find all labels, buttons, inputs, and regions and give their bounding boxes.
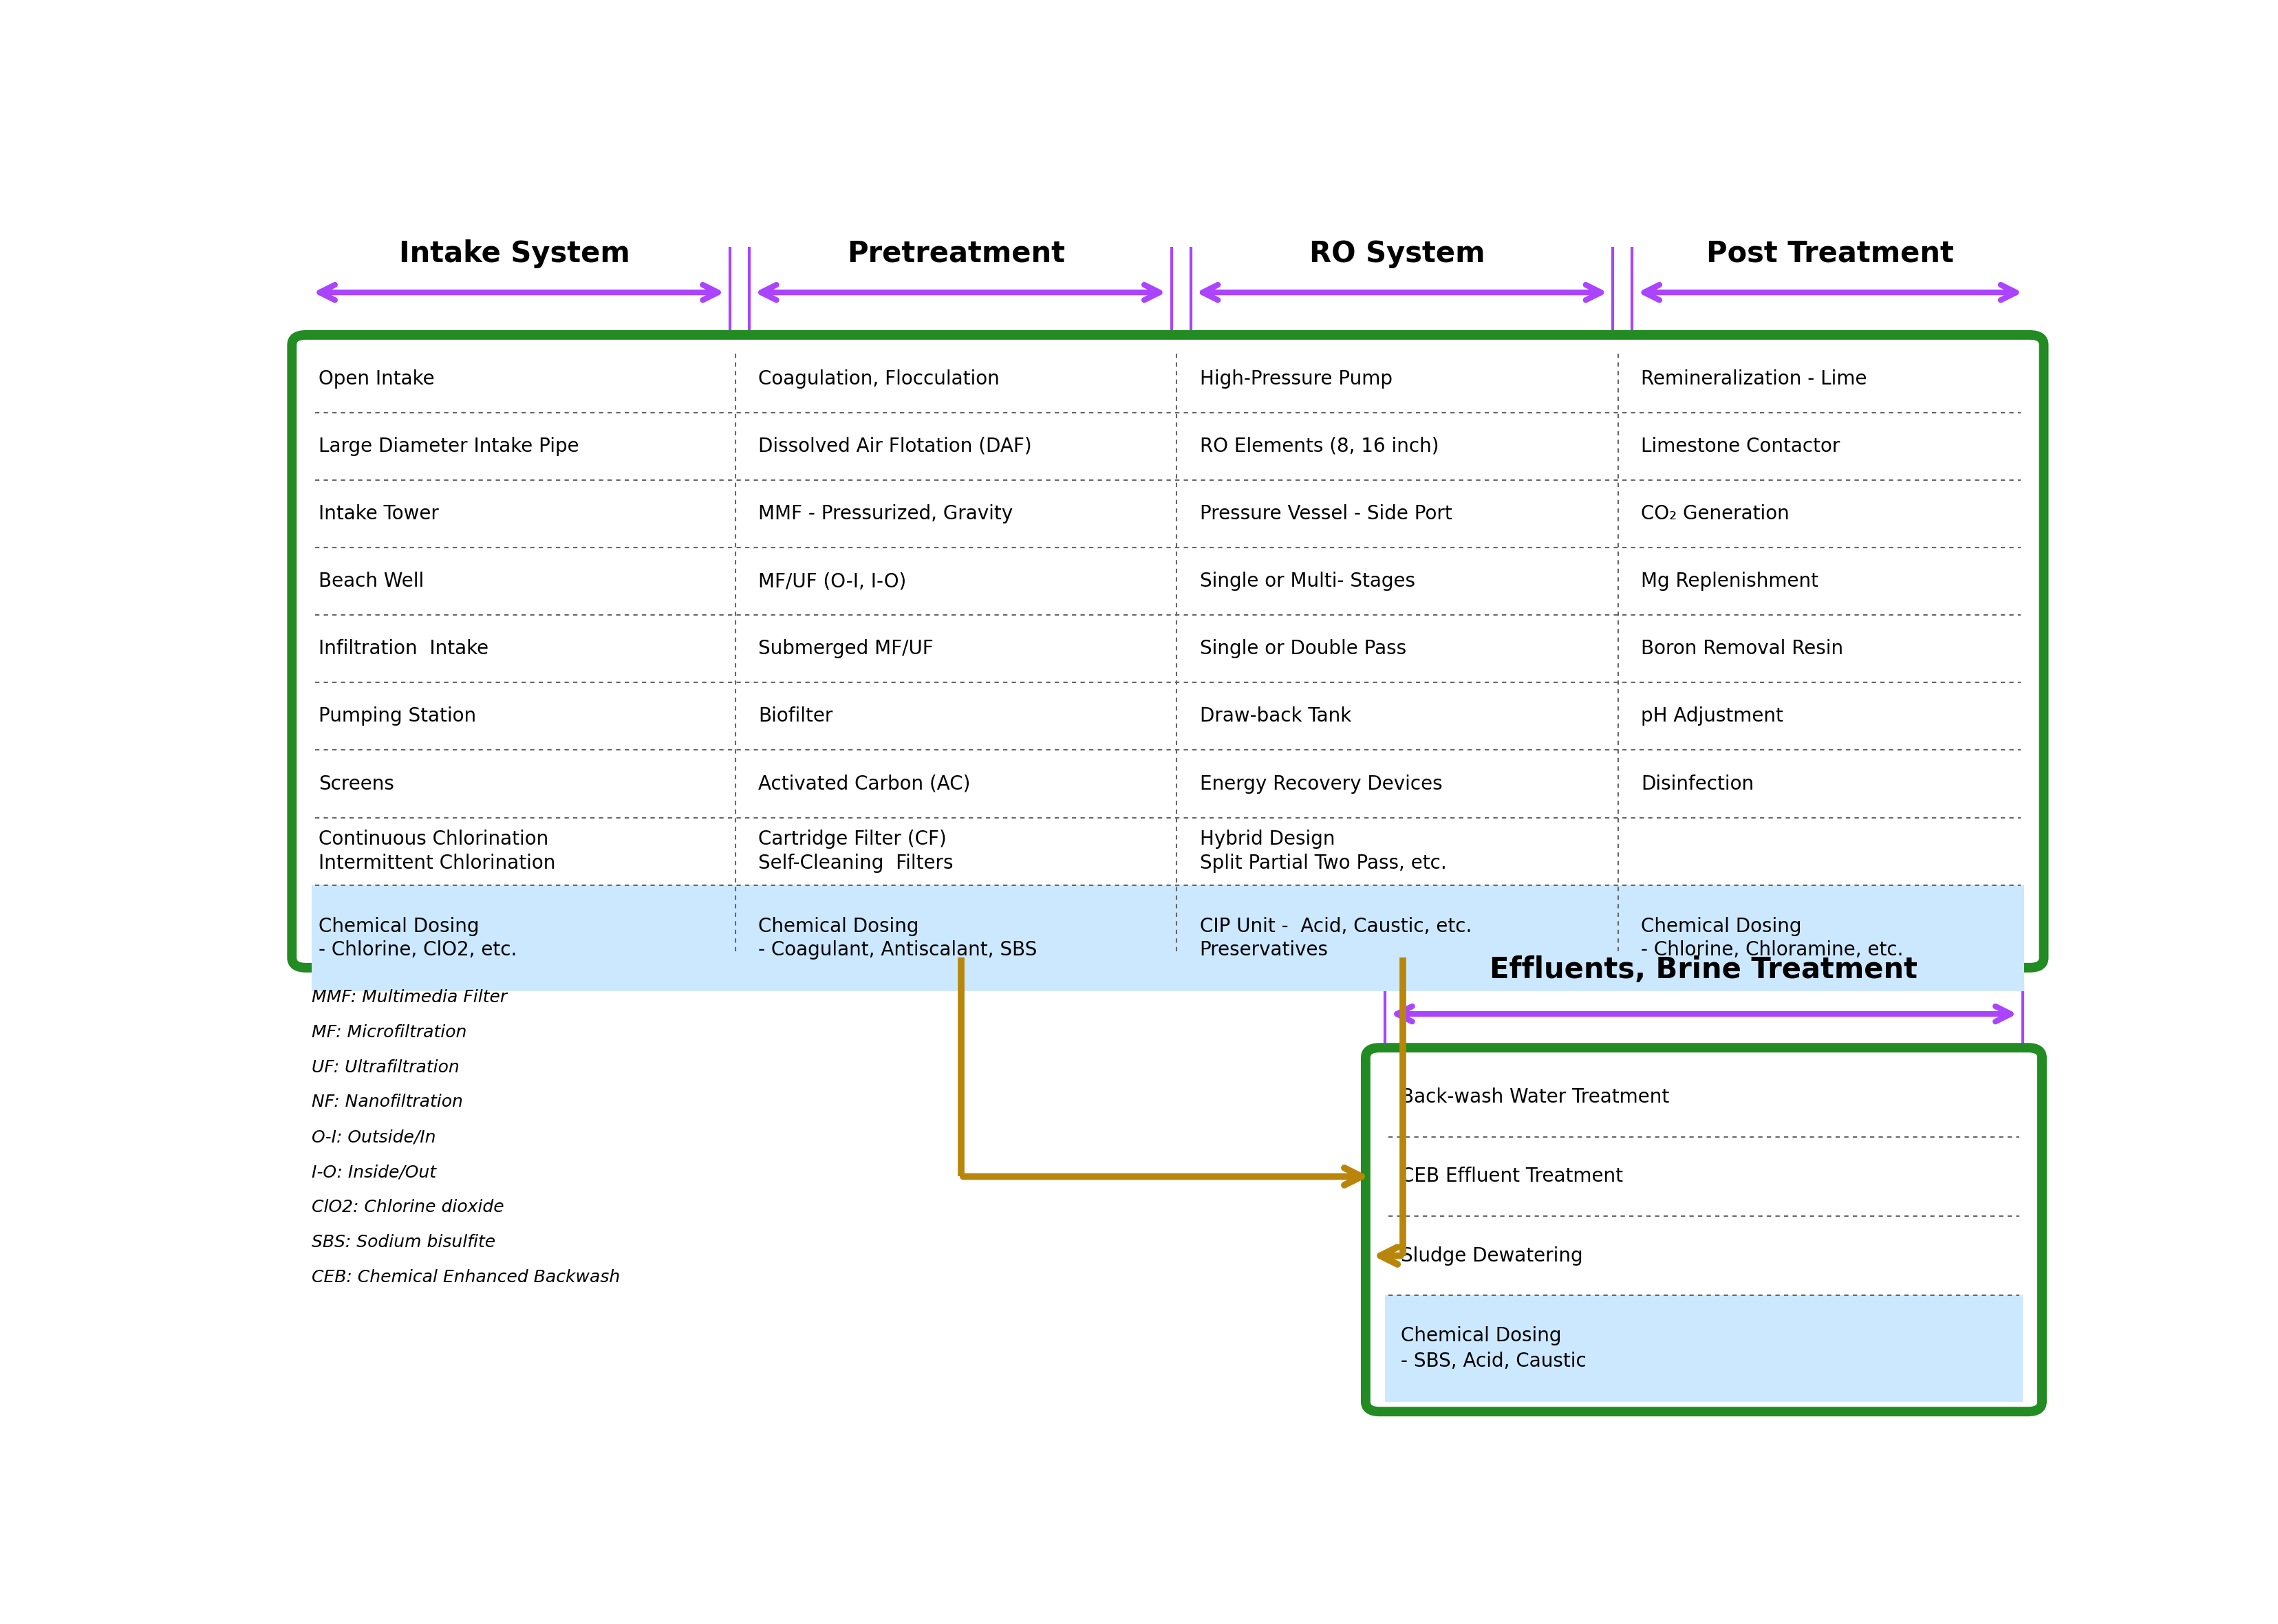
- Text: MMF: Multimedia Filter: MMF: Multimedia Filter: [312, 989, 506, 1005]
- Text: CEB Effluent Treatment: CEB Effluent Treatment: [1401, 1168, 1622, 1186]
- Bar: [1385, 1296, 2023, 1402]
- Text: Continuous Chlorination
Intermittent Chlorination: Continuous Chlorination Intermittent Chl…: [319, 830, 556, 874]
- Text: Activated Carbon (AC): Activated Carbon (AC): [759, 775, 970, 794]
- Text: Draw-back Tank: Draw-back Tank: [1198, 706, 1351, 726]
- Bar: [1385, 1137, 2023, 1216]
- Text: High-Pressure Pump: High-Pressure Pump: [1198, 369, 1392, 388]
- Text: ClO2: Chlorine dioxide: ClO2: Chlorine dioxide: [312, 1199, 503, 1215]
- Text: Dissolved Air Flotation (DAF): Dissolved Air Flotation (DAF): [759, 437, 1032, 456]
- Bar: [312, 885, 2023, 991]
- Bar: [312, 682, 2023, 750]
- Bar: [312, 817, 2023, 885]
- Text: CO₂ Generation: CO₂ Generation: [1640, 503, 1788, 523]
- Text: CEB: Chemical Enhanced Backwash: CEB: Chemical Enhanced Backwash: [312, 1268, 620, 1286]
- Text: Intake System: Intake System: [399, 239, 629, 268]
- Text: Remineralization - Lime: Remineralization - Lime: [1640, 369, 1866, 388]
- Text: Disinfection: Disinfection: [1640, 775, 1754, 794]
- Text: Biofilter: Biofilter: [759, 706, 831, 726]
- Bar: [312, 412, 2023, 481]
- Text: Chemical Dosing
- SBS, Acid, Caustic: Chemical Dosing - SBS, Acid, Caustic: [1401, 1327, 1585, 1371]
- Text: Effluents, Brine Treatment: Effluents, Brine Treatment: [1490, 957, 1918, 984]
- Bar: [312, 344, 2023, 412]
- Text: Limestone Contactor: Limestone Contactor: [1640, 437, 1841, 456]
- Text: Single or Double Pass: Single or Double Pass: [1198, 640, 1406, 658]
- Text: Chemical Dosing
- Coagulant, Antiscalant, SBS: Chemical Dosing - Coagulant, Antiscalant…: [759, 918, 1036, 960]
- Text: Pumping Station: Pumping Station: [319, 706, 476, 726]
- Text: Single or Multi- Stages: Single or Multi- Stages: [1198, 572, 1415, 591]
- Text: Cartridge Filter (CF)
Self-Cleaning  Filters: Cartridge Filter (CF) Self-Cleaning Filt…: [759, 830, 952, 874]
- Bar: [312, 615, 2023, 682]
- Text: RO Elements (8, 16 inch): RO Elements (8, 16 inch): [1198, 437, 1437, 456]
- Bar: [312, 481, 2023, 547]
- Text: Beach Well: Beach Well: [319, 572, 424, 591]
- Text: MF/UF (O-I, I-O): MF/UF (O-I, I-O): [759, 572, 907, 591]
- Text: pH Adjustment: pH Adjustment: [1640, 706, 1784, 726]
- Text: Infiltration  Intake: Infiltration Intake: [319, 640, 487, 658]
- Text: MMF - Pressurized, Gravity: MMF - Pressurized, Gravity: [759, 503, 1011, 523]
- Text: Coagulation, Flocculation: Coagulation, Flocculation: [759, 369, 1000, 388]
- Text: Hybrid Design
Split Partial Two Pass, etc.: Hybrid Design Split Partial Two Pass, et…: [1198, 830, 1447, 874]
- Text: Sludge Dewatering: Sludge Dewatering: [1401, 1246, 1583, 1265]
- Text: Energy Recovery Devices: Energy Recovery Devices: [1198, 775, 1442, 794]
- Text: Open Intake: Open Intake: [319, 369, 435, 388]
- FancyBboxPatch shape: [1365, 1047, 2041, 1411]
- Bar: [312, 547, 2023, 615]
- Text: RO System: RO System: [1310, 239, 1485, 268]
- Bar: [1385, 1216, 2023, 1296]
- Text: Intake Tower: Intake Tower: [319, 503, 440, 523]
- Text: Submerged MF/UF: Submerged MF/UF: [759, 640, 934, 658]
- FancyBboxPatch shape: [292, 335, 2043, 968]
- Text: NF: Nanofiltration: NF: Nanofiltration: [312, 1095, 462, 1111]
- Text: Pressure Vessel - Side Port: Pressure Vessel - Side Port: [1198, 503, 1451, 523]
- Text: Pretreatment: Pretreatment: [847, 239, 1064, 268]
- Text: I-O: Inside/Out: I-O: Inside/Out: [312, 1164, 435, 1181]
- Text: Chemical Dosing
- Chlorine, ClO2, etc.: Chemical Dosing - Chlorine, ClO2, etc.: [319, 918, 517, 960]
- Text: CIP Unit -  Acid, Caustic, etc.
Preservatives: CIP Unit - Acid, Caustic, etc. Preservat…: [1198, 918, 1472, 960]
- Text: O-I: Outside/In: O-I: Outside/In: [312, 1129, 435, 1145]
- Text: Boron Removal Resin: Boron Removal Resin: [1640, 640, 1843, 658]
- Text: Mg Replenishment: Mg Replenishment: [1640, 572, 1818, 591]
- Text: Large Diameter Intake Pipe: Large Diameter Intake Pipe: [319, 437, 579, 456]
- Text: UF: Ultrafiltration: UF: Ultrafiltration: [312, 1059, 458, 1075]
- Bar: [1385, 1057, 2023, 1137]
- Text: Post Treatment: Post Treatment: [1706, 239, 1952, 268]
- Text: Chemical Dosing
- Chlorine, Chloramine, etc.: Chemical Dosing - Chlorine, Chloramine, …: [1640, 918, 1902, 960]
- Text: SBS: Sodium bisulfite: SBS: Sodium bisulfite: [312, 1234, 494, 1250]
- Text: MF: Microfiltration: MF: Microfiltration: [312, 1025, 467, 1041]
- Text: Back-wash Water Treatment: Back-wash Water Treatment: [1401, 1088, 1670, 1108]
- Text: Screens: Screens: [319, 775, 394, 794]
- Bar: [312, 750, 2023, 817]
